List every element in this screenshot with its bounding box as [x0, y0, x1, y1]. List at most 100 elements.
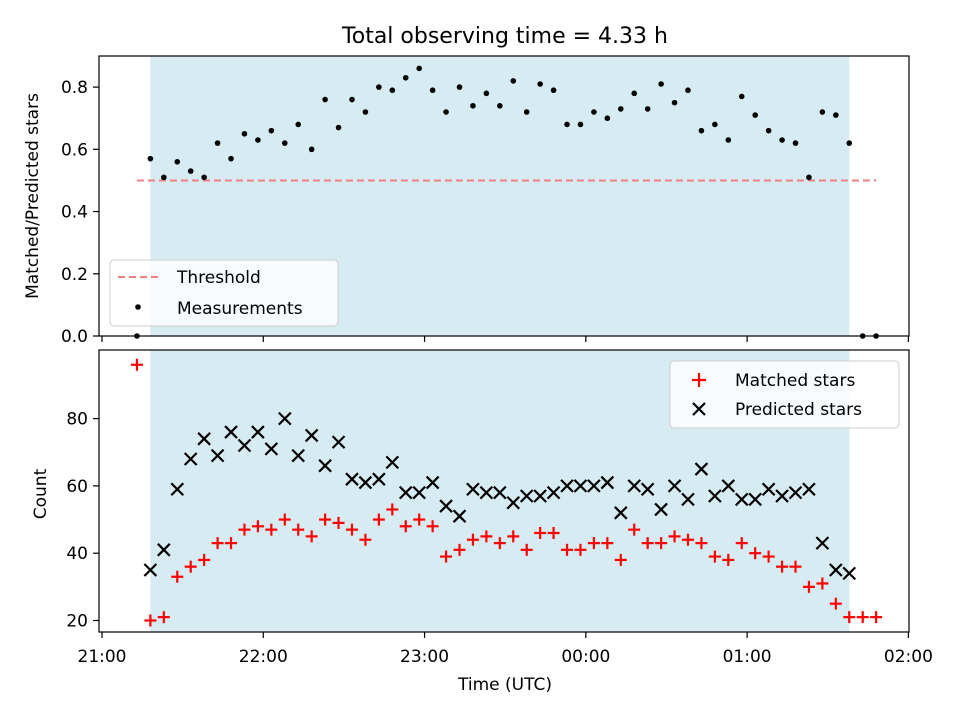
chart-title: Total observing time = 4.33 h — [341, 24, 668, 49]
matched-star-point — [225, 537, 238, 550]
measurement-point — [658, 81, 664, 87]
bottom-panel: 20 40 60 80 21:00 22:00 23:00 00:00 01:00 02:00 C… — [31, 349, 933, 695]
measurement-point — [443, 109, 449, 115]
measurement-point — [698, 127, 705, 134]
matched-star-point — [171, 570, 184, 583]
predicted-star-point — [385, 455, 400, 470]
predicted-star-point — [425, 475, 440, 490]
predicted-star-point — [398, 485, 413, 500]
matched-star-point — [211, 537, 224, 550]
measurement-point — [617, 106, 624, 112]
predicted-star-point — [224, 425, 238, 439]
xtick-label: 23:00 — [400, 647, 449, 667]
matched-star-point — [480, 530, 493, 543]
top-ylabel: Matched/Predicted stars — [23, 93, 43, 299]
measurement-point — [470, 102, 476, 109]
measurement-point — [402, 74, 409, 81]
bottom-ylabel: Count — [31, 468, 51, 519]
measurement-point — [228, 155, 234, 162]
matched-star-point — [265, 523, 278, 536]
matched-legend-swatch — [692, 373, 706, 387]
predicted-legend-label: Predicted stars — [735, 400, 862, 420]
xtick-label: 21:00 — [78, 647, 127, 667]
predicted-star-point — [748, 492, 762, 507]
predicted-star-point — [788, 485, 803, 500]
measurement-point — [806, 174, 812, 181]
matched-star-point — [372, 513, 385, 526]
bottom-ytick-label: 60 — [66, 477, 88, 497]
measurement-point — [214, 140, 221, 146]
measurement-point — [335, 124, 342, 131]
matched-star-point — [601, 537, 614, 550]
top-ytick-label: 0.8 — [61, 78, 88, 98]
matched-star-point — [843, 611, 856, 624]
predicted-star-point — [345, 472, 359, 486]
predicted-star-point — [667, 479, 682, 493]
measurement-point — [268, 127, 275, 134]
matched-star-point — [587, 537, 600, 550]
measurement-point — [671, 99, 678, 106]
matched-star-point — [399, 520, 412, 533]
predicted-star-point — [721, 479, 736, 493]
measurement-point — [416, 65, 422, 72]
matched-star-point — [319, 513, 332, 526]
measurement-point — [483, 90, 490, 97]
top-legend-box — [109, 259, 339, 327]
matched-legend-label: Matched stars — [735, 371, 855, 391]
matched-star-point — [574, 543, 587, 556]
predicted-star-point — [802, 482, 816, 497]
matched-star-point — [426, 520, 439, 533]
matched-star-point — [507, 530, 520, 543]
matched-star-point — [184, 560, 197, 573]
matched-star-point — [681, 533, 694, 546]
measurement-point — [389, 87, 396, 94]
predicted-star-point — [560, 479, 574, 493]
threshold-legend-label: Threshold — [176, 268, 261, 288]
measurement-point — [322, 96, 328, 103]
predicted-star-point — [775, 489, 789, 503]
measurement-points — [134, 65, 879, 339]
bottom-legend-box — [669, 360, 900, 429]
measurement-point — [161, 174, 167, 181]
matched-star-point — [695, 537, 708, 550]
matched-star-point — [144, 614, 157, 627]
top-panel-ticks: 0.0 0.2 0.4 0.6 0.8 — [61, 78, 910, 347]
predicted-star-point — [640, 482, 655, 497]
predicted-star-point — [210, 448, 225, 463]
measurement-point — [537, 81, 543, 87]
matched-star-point — [520, 543, 533, 556]
predicted-star-point — [291, 448, 306, 463]
predicted-star-point — [479, 485, 494, 500]
predicted-star-point — [143, 563, 158, 577]
measurement-point — [308, 146, 315, 153]
matched-star-point — [776, 560, 789, 573]
matched-star-point — [641, 537, 654, 550]
measurement-point — [779, 137, 785, 143]
matched-star-point — [735, 537, 748, 550]
matched-star-point — [466, 533, 479, 546]
matched-star-point — [413, 513, 426, 526]
measurement-point — [241, 130, 248, 137]
measurement-point — [362, 109, 369, 115]
matched-star-point — [655, 537, 668, 550]
matched-star-point — [561, 543, 574, 556]
measurement-point — [255, 137, 261, 143]
predicted-star-point — [627, 479, 642, 493]
predicted-star-point — [358, 475, 373, 490]
predicted-star-point — [546, 485, 561, 500]
measurement-point — [376, 84, 382, 90]
matched-star-point — [628, 523, 641, 536]
count-points — [130, 358, 883, 627]
predicted-star-point — [183, 452, 198, 466]
predicted-star-point — [372, 472, 386, 486]
predicted-star-point — [708, 489, 722, 503]
matched-star-point — [345, 523, 358, 536]
measurement-point — [201, 174, 207, 181]
predicted-star-point — [815, 536, 830, 550]
matched-star-point — [440, 550, 453, 563]
matched-star-point — [816, 577, 829, 590]
predicted-star-point — [654, 502, 668, 517]
matched-star-point — [870, 611, 883, 624]
matched-star-point — [547, 527, 560, 540]
